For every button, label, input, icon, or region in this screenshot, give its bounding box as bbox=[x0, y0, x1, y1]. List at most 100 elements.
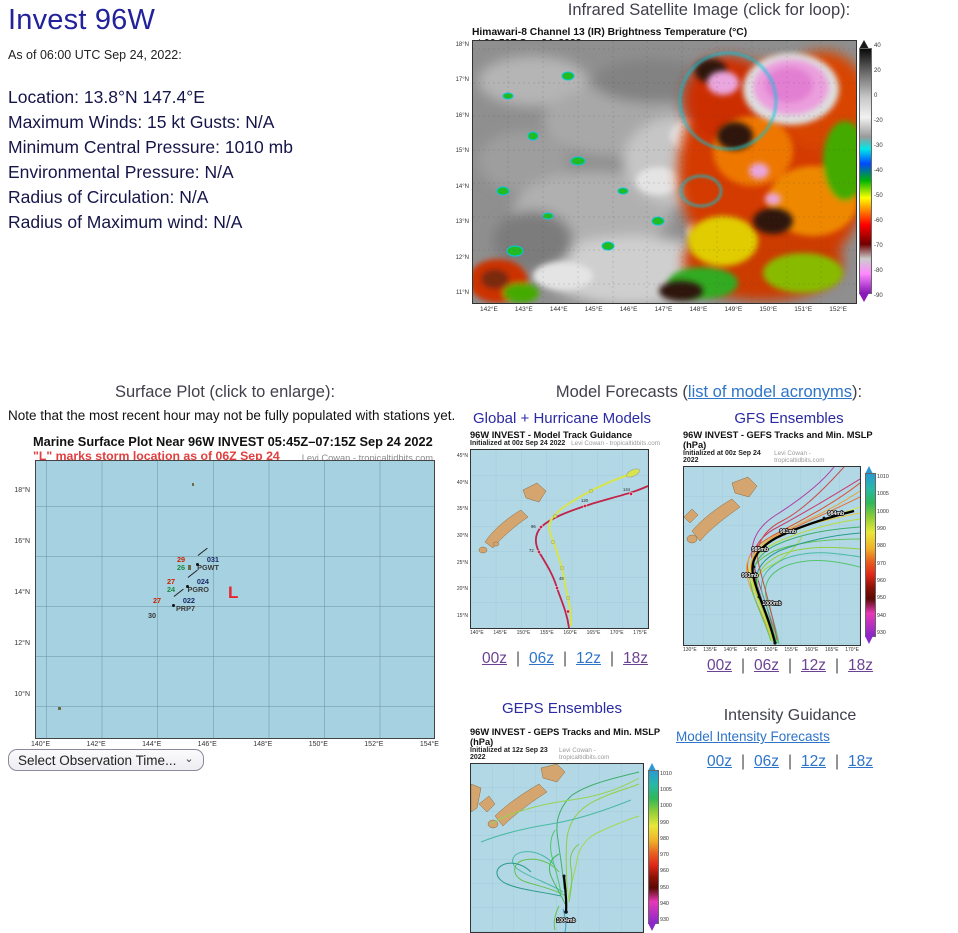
time-link-00z[interactable]: 00z bbox=[706, 657, 732, 674]
colorbar-arrow-down-icon bbox=[859, 293, 869, 302]
separator: | bbox=[835, 753, 840, 770]
colorbar-tick: -40 bbox=[874, 168, 883, 174]
colorbar-tick: 1010 bbox=[877, 474, 889, 480]
colorbar-tick: -20 bbox=[874, 118, 883, 124]
satellite-y-tick: 18°N bbox=[455, 42, 469, 48]
station-id: PGRO bbox=[187, 585, 210, 594]
x-tick: 140°E bbox=[470, 630, 484, 636]
hour-label: 72 bbox=[529, 548, 534, 553]
observation-time-select-label: Select Observation Time... bbox=[18, 752, 177, 768]
station-plot-pgro: 27 024 24 PGRO bbox=[167, 569, 210, 594]
surface-plot-x-ticks: 140°E 142°E 144°E 146°E 148°E 150°E 152°E 154°E bbox=[31, 741, 439, 748]
time-link-06z[interactable]: 06z bbox=[753, 753, 779, 770]
colorbar-tick: 960 bbox=[660, 868, 669, 875]
station-temp: 27 bbox=[153, 596, 162, 605]
x-tick: 155°E bbox=[539, 630, 554, 636]
colorbar-tick: 990 bbox=[660, 819, 669, 826]
surface-x-tick: 142°E bbox=[86, 741, 106, 748]
chart-title: 96W INVEST - GEPS Tracks and Min. MSLP (… bbox=[470, 727, 660, 747]
satellite-x-tick: 142°E bbox=[480, 306, 498, 313]
track-map[interactable]: 1000mb 993mb 985mb 981mb 984mb bbox=[683, 466, 861, 646]
satellite-x-tick: 143°E bbox=[514, 306, 533, 313]
surface-x-tick: 154°E bbox=[419, 741, 439, 748]
colorbar-tick: -70 bbox=[874, 243, 883, 249]
time-link-18z[interactable]: 18z bbox=[848, 753, 874, 770]
model-acronyms-link[interactable]: list of model acronyms bbox=[687, 383, 853, 401]
time-link-12z[interactable]: 12z bbox=[576, 650, 602, 667]
x-tick: 140°E bbox=[723, 647, 738, 653]
satellite-x-tick: 152°E bbox=[829, 306, 847, 313]
satellite-x-tick: 148°E bbox=[689, 306, 708, 313]
mslp-label: 1004mb bbox=[556, 918, 575, 924]
track-map[interactable]: 48 72 96 120 144 bbox=[470, 449, 649, 629]
time-link-18z[interactable]: 18z bbox=[623, 650, 649, 667]
colorbar-tick: -80 bbox=[874, 268, 883, 274]
colorbar-arrow-down-icon bbox=[648, 923, 656, 931]
gefs-chart: 96W INVEST - GEFS Tracks and Min. MSLP (… bbox=[683, 430, 895, 653]
mslp-label: 981mb bbox=[780, 529, 796, 535]
time-link-12z[interactable]: 12z bbox=[801, 753, 827, 770]
time-link-00z[interactable]: 00z bbox=[481, 650, 507, 667]
satellite-clouds bbox=[468, 41, 868, 306]
station-pressure: 024 bbox=[196, 577, 209, 586]
x-tick: 155°E bbox=[784, 647, 799, 653]
surface-x-tick: 152°E bbox=[364, 741, 384, 748]
station-plot-pgwt: 29 031 26 PGWT bbox=[177, 547, 219, 572]
x-tick: 165°E bbox=[586, 630, 601, 636]
stat-max-winds: Maximum Winds: 15 kt Gusts: N/A bbox=[8, 112, 275, 132]
model-track-guidance-chart: 96W INVEST - Model Track Guidance Initia… bbox=[457, 430, 660, 636]
surface-plot-title: Marine Surface Plot Near 96W INVEST 05:4… bbox=[33, 434, 433, 449]
separator: | bbox=[740, 753, 745, 770]
colorbar-tick: 1005 bbox=[877, 491, 889, 498]
time-link-12z[interactable]: 12z bbox=[801, 657, 827, 674]
island-dot bbox=[58, 707, 61, 710]
model-intensity-forecasts-link[interactable]: Model Intensity Forecasts bbox=[676, 729, 830, 744]
colorbar-tick: 1000 bbox=[660, 803, 672, 810]
surface-x-tick: 140°E bbox=[31, 741, 51, 748]
colorbar-tick: 20 bbox=[874, 68, 881, 74]
satellite-x-tick: 144°E bbox=[549, 306, 568, 313]
colorbar-tick: 950 bbox=[660, 884, 669, 891]
surface-x-tick: 144°E bbox=[142, 741, 162, 748]
colorbar-tick: 970 bbox=[660, 852, 669, 859]
satellite-map[interactable] bbox=[468, 40, 868, 306]
time-link-06z[interactable]: 06z bbox=[528, 650, 554, 667]
chart-init-time: Initialized at 00z Sep 24 2022 bbox=[470, 440, 566, 447]
y-tick: 20°N bbox=[456, 586, 468, 593]
surface-plot-heading: Surface Plot (click to enlarge): bbox=[114, 383, 336, 401]
y-tick: 30°N bbox=[456, 532, 468, 539]
stat-radius-max-wind: Radius of Maximum wind: N/A bbox=[8, 212, 243, 232]
satellite-y-tick: 14°N bbox=[455, 183, 469, 190]
island-dot bbox=[188, 565, 191, 570]
x-tick: 160°E bbox=[563, 630, 577, 636]
gfs-ensembles-heading: GFS Ensembles bbox=[734, 410, 844, 427]
observation-time-select[interactable]: Select Observation Time... ⌄ bbox=[8, 749, 204, 771]
time-link-18z[interactable]: 18z bbox=[848, 657, 874, 674]
separator: | bbox=[610, 650, 615, 667]
x-tick: 170°E bbox=[609, 630, 624, 636]
station-pressure: 022 bbox=[182, 596, 195, 605]
time-link-00z[interactable]: 00z bbox=[706, 753, 732, 770]
colorbar-tick: 930 bbox=[877, 629, 886, 636]
station-temp: 29 bbox=[177, 555, 186, 564]
separator: | bbox=[740, 657, 745, 674]
chart-init-time: Initialized at 12z Sep 23 2022 bbox=[470, 747, 548, 761]
mslp-colorbar bbox=[648, 763, 659, 931]
x-tick: 160°E bbox=[804, 647, 819, 653]
colorbar-arrow-up-icon bbox=[865, 466, 873, 474]
track-map[interactable]: 1004mb bbox=[470, 763, 644, 933]
colorbar-tick: 940 bbox=[660, 900, 669, 907]
colorbar-tick: 960 bbox=[877, 577, 886, 584]
heading-text: ): bbox=[852, 383, 863, 401]
x-tick: 135°E bbox=[703, 647, 717, 653]
surface-y-tick: 16°N bbox=[14, 538, 30, 545]
intensity-time-links: 00z | 06z | 12z | 18z bbox=[685, 753, 895, 771]
station-dot bbox=[196, 563, 199, 566]
surface-y-tick: 18°N bbox=[14, 487, 30, 494]
chart-credit: Levi Cowan - tropicaltidbits.com bbox=[774, 450, 825, 464]
time-link-06z[interactable]: 06z bbox=[753, 657, 779, 674]
chart-x-ticks: 140°E 145°E 150°E 155°E 160°E 165°E 170°E 175°E bbox=[470, 630, 647, 636]
x-tick: 170°E bbox=[845, 647, 859, 653]
y-tick: 45°N bbox=[456, 453, 468, 459]
